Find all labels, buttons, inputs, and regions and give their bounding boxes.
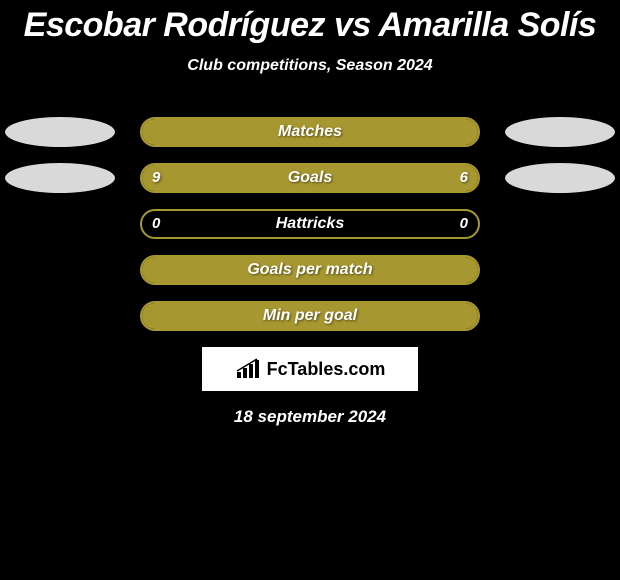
stat-bar: 0 Hattricks 0 [140, 209, 480, 239]
stat-bar: Min per goal [140, 301, 480, 331]
watermark-text: FcTables.com [267, 359, 386, 380]
right-value: 0 [460, 211, 468, 237]
subtitle: Club competitions, Season 2024 [0, 57, 620, 75]
page-title: Escobar Rodríguez vs Amarilla Solís [0, 0, 620, 45]
watermark-badge: FcTables.com [202, 347, 418, 391]
stat-bar: Matches [140, 117, 480, 147]
left-ellipse [5, 117, 115, 147]
stat-rows: Matches 9 Goals 6 0 Hattricks [0, 117, 620, 331]
right-ellipse [505, 117, 615, 147]
stat-row-goals-per-match: Goals per match [0, 255, 620, 285]
stat-row-matches: Matches [0, 117, 620, 147]
stat-row-goals: 9 Goals 6 [0, 163, 620, 193]
right-value: 6 [460, 165, 468, 191]
stat-bar: Goals per match [140, 255, 480, 285]
date-text: 18 september 2024 [0, 407, 620, 427]
stat-label: Min per goal [142, 303, 478, 329]
right-ellipse [505, 163, 615, 193]
stat-label: Hattricks [142, 211, 478, 237]
stat-label: Goals [142, 165, 478, 191]
comparison-infographic: Escobar Rodríguez vs Amarilla Solís Club… [0, 0, 620, 580]
chart-icon [235, 358, 261, 380]
left-ellipse [5, 163, 115, 193]
stat-row-min-per-goal: Min per goal [0, 301, 620, 331]
stat-label: Goals per match [142, 257, 478, 283]
stat-bar: 9 Goals 6 [140, 163, 480, 193]
stat-label: Matches [142, 119, 478, 145]
stat-row-hattricks: 0 Hattricks 0 [0, 209, 620, 239]
